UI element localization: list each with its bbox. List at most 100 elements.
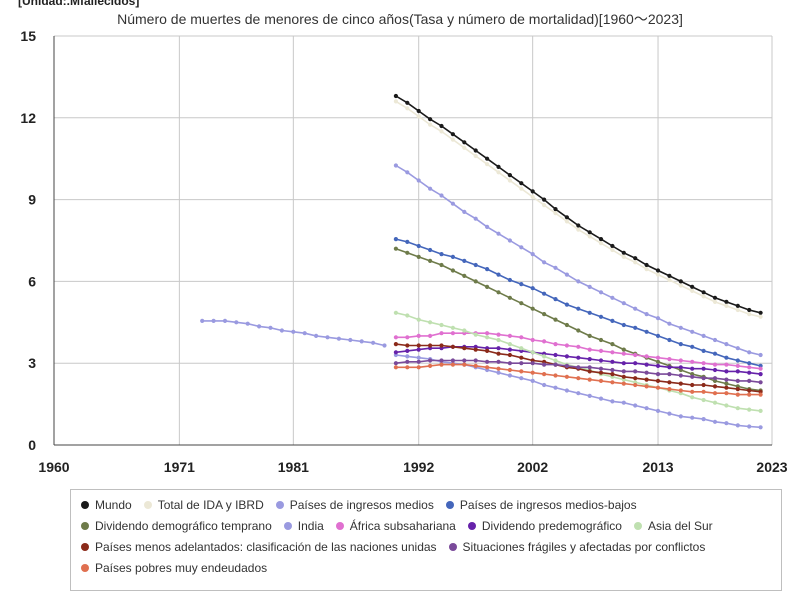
data-point xyxy=(416,355,421,360)
data-point xyxy=(496,359,501,364)
data-point xyxy=(416,254,421,259)
data-point xyxy=(393,237,398,242)
legend-marker xyxy=(283,521,292,530)
data-point xyxy=(667,365,672,370)
data-point xyxy=(519,186,524,191)
data-point xyxy=(678,358,683,363)
data-point xyxy=(462,140,467,145)
data-point xyxy=(701,397,706,403)
data-point xyxy=(245,321,250,326)
data-point xyxy=(564,272,570,277)
data-point xyxy=(667,372,672,377)
data-point xyxy=(735,303,740,308)
data-point xyxy=(519,346,524,351)
data-point xyxy=(610,342,615,347)
data-point xyxy=(621,301,626,306)
data-point xyxy=(553,352,558,358)
data-point xyxy=(519,181,524,186)
data-point xyxy=(507,295,512,300)
data-point xyxy=(450,201,455,206)
data-point xyxy=(644,262,649,268)
data-point xyxy=(747,361,752,366)
data-point xyxy=(428,363,433,368)
legend-label: Dividendo demográfico temprano xyxy=(95,518,272,533)
data-point xyxy=(485,335,490,340)
legend-marker xyxy=(633,521,642,530)
data-point xyxy=(450,254,455,259)
data-point xyxy=(598,358,604,363)
data-point xyxy=(405,354,410,359)
data-point xyxy=(530,378,535,383)
data-point xyxy=(644,384,649,389)
data-point xyxy=(758,314,763,319)
legend-label: Países de ingresos medios xyxy=(289,497,434,512)
data-point xyxy=(610,318,615,323)
data-point xyxy=(462,346,467,351)
data-point xyxy=(610,380,615,385)
data-point xyxy=(598,337,604,343)
data-point xyxy=(450,358,455,363)
data-point xyxy=(598,370,604,375)
data-point xyxy=(724,403,729,408)
data-point xyxy=(473,216,478,221)
data-point xyxy=(564,215,570,220)
data-point xyxy=(587,230,592,235)
data-point xyxy=(507,178,512,183)
data-point xyxy=(587,369,592,374)
data-point xyxy=(747,392,752,397)
data-point xyxy=(598,366,604,371)
legend-marker xyxy=(445,500,454,509)
data-point xyxy=(439,343,444,348)
data-point xyxy=(678,365,683,370)
data-point xyxy=(655,385,661,390)
data-point xyxy=(598,241,604,246)
legend-label: Situaciones frágiles y afectadas por con… xyxy=(462,539,706,554)
data-point xyxy=(530,194,535,199)
data-point xyxy=(610,295,615,300)
data-point xyxy=(485,224,490,229)
x-tick-label: 1981 xyxy=(278,459,309,475)
legend-marker xyxy=(81,500,89,509)
data-point xyxy=(747,378,752,383)
data-point xyxy=(690,284,695,289)
data-point xyxy=(701,389,706,394)
data-point xyxy=(655,378,661,383)
legend-item: Dividendo demográfico temprano xyxy=(81,518,272,533)
data-point xyxy=(701,333,706,338)
data-point xyxy=(291,329,296,334)
x-tick-labels: 1960 1971 1981 1992 2002 2013 2023 xyxy=(38,459,787,475)
series-1 xyxy=(393,99,763,319)
data-point xyxy=(393,361,398,366)
axes xyxy=(53,36,772,446)
legend-item: India xyxy=(283,518,324,533)
data-point xyxy=(336,336,341,341)
data-point xyxy=(496,332,501,337)
data-point xyxy=(701,290,706,295)
data-point xyxy=(325,335,330,340)
data-point xyxy=(587,234,592,239)
data-point xyxy=(405,313,410,318)
data-point xyxy=(450,331,455,336)
data-point xyxy=(519,361,524,366)
data-point xyxy=(507,373,512,378)
y-tick-label: 0 xyxy=(28,437,36,453)
data-point xyxy=(257,324,262,329)
series-7 xyxy=(393,331,763,371)
data-point xyxy=(621,347,626,352)
data-point xyxy=(724,385,729,390)
data-point xyxy=(485,359,490,364)
data-point xyxy=(735,307,740,313)
data-point xyxy=(576,227,581,232)
data-point xyxy=(530,361,535,366)
data-point xyxy=(542,354,547,359)
y-tick-label: 6 xyxy=(28,273,36,289)
data-point xyxy=(633,325,638,330)
series-11 xyxy=(393,358,763,385)
data-point xyxy=(587,357,592,362)
data-point xyxy=(712,351,718,356)
data-point xyxy=(439,322,444,328)
line-chart: 0 3 6 9 12 15 1960 1971 1981 1992 2002 2013 2023 xyxy=(20,28,787,475)
data-point xyxy=(633,382,638,388)
data-point xyxy=(747,312,752,317)
plot-area xyxy=(54,36,772,445)
